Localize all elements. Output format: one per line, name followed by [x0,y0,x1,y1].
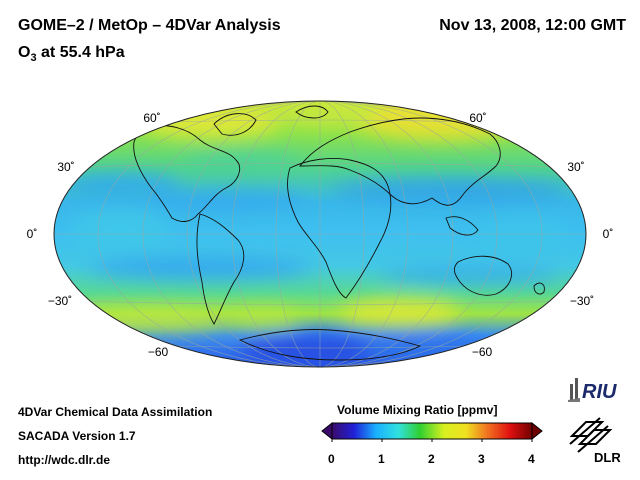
coastlines [133,105,545,361]
lat-label-left-30: 30˚ [57,160,74,174]
map-subtitle: O3 at 55.4 hPa [18,44,125,64]
map-datetime: Nov 13, 2008, 12:00 GMT [439,17,626,34]
lat-label-left-60: 60˚ [143,111,160,125]
dlr-logo-text: DLR [594,450,621,465]
riu-logo: RIU [568,378,617,403]
colorbar-tick-0: 0 [328,452,335,466]
colorbar-gradient [331,422,533,440]
colorbar-tick-4: 4 [528,452,535,466]
lat-label-right-m60: −60 [472,345,493,359]
colorbar-under-arrow [321,421,333,441]
lat-label-right-60: 60˚ [469,111,486,125]
footer-link[interactable]: http://wdc.dlr.de [18,453,110,467]
lat-label-right-m30: −30˚ [570,294,594,308]
ozone-field [54,101,586,367]
colorbar-over-arrow [531,421,543,441]
colorbar-tick-2: 2 [428,452,435,466]
riu-logo-text: RIU [582,381,617,403]
lat-label-right-0: 0˚ [603,227,614,241]
footer-line-2: SACADA Version 1.7 [18,429,136,443]
subtitle-species: O [18,44,31,61]
colorbar-title: Volume Mixing Ratio [ppmv] [337,403,498,417]
lat-label-left-m30: −30˚ [48,294,72,308]
colorbar [321,421,543,442]
subtitle-level: at 55.4 hPa [36,44,125,61]
footer-line-1: 4DVar Chemical Data Assimilation [18,405,213,419]
lat-label-right-30: 30˚ [567,160,584,174]
lat-label-left-0: 0˚ [27,227,38,241]
map-title: GOME–2 / MetOp – 4DVar Analysis [18,17,281,34]
colorbar-tick-1: 1 [378,452,385,466]
lat-label-left-m60: −60 [148,345,169,359]
ozone-map: 60˚ 30˚ 0˚ −30˚ −60 60˚ 30˚ 0˚ −30˚ −60 [27,100,614,368]
colorbar-tick-3: 3 [478,452,485,466]
dlr-logo-mark [569,417,613,453]
map-border [53,100,587,368]
subtitle-subscript: 3 [30,52,37,65]
